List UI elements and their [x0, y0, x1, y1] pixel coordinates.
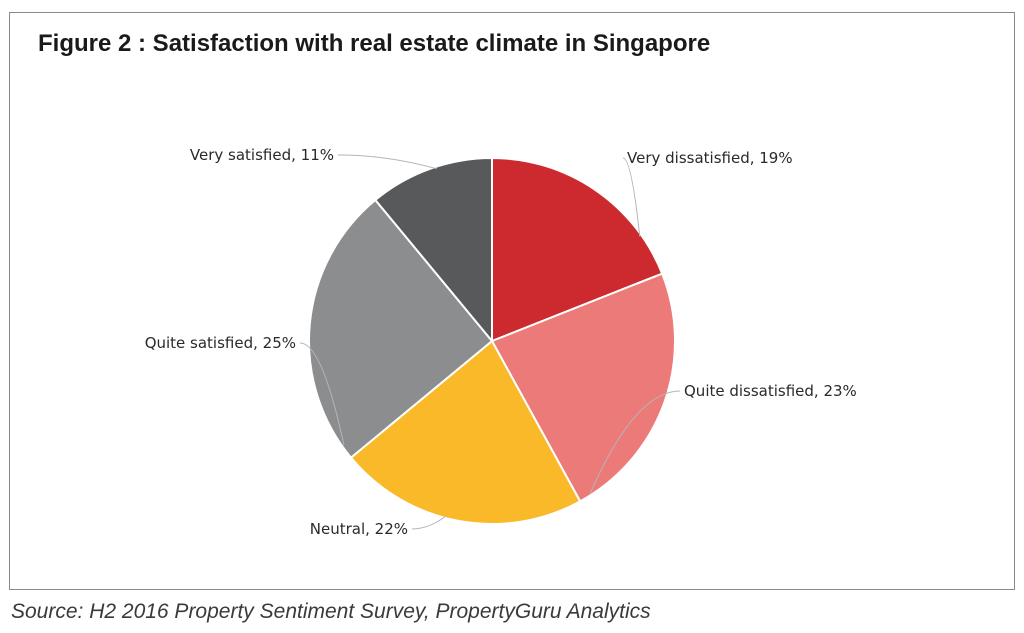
- leader-line-neutral: [411, 515, 447, 530]
- pie-chart: Very dissatisfied, 19% Quite dissatisfied…: [145, 146, 857, 538]
- slice-label-very-satisfied: Very satisfied, 11%: [190, 146, 334, 164]
- pie-slice-very-satisfied: [373, 156, 493, 344]
- pie-slice-quite-satisfied: [308, 198, 494, 460]
- leader-line-quite-dissatisfied: [589, 390, 681, 494]
- slice-labels: Very dissatisfied, 19% Quite dissatisfied…: [145, 146, 857, 538]
- slice-label-quite-dissatisfied: Quite dissatisfied, 23%: [684, 382, 857, 400]
- leader-lines: [299, 154, 681, 530]
- chart-title: Figure 2 : Satisfaction with real estate…: [38, 30, 711, 57]
- slice-label-very-dissatisfied: Very dissatisfied, 19%: [627, 149, 793, 167]
- leader-line-very-satisfied: [337, 154, 437, 170]
- slice-label-quite-satisfied: Quite satisfied, 25%: [145, 334, 296, 352]
- slice-label-neutral: Neutral, 22%: [310, 520, 408, 538]
- pie-slice-neutral: [349, 339, 582, 525]
- pie-slice-quite-dissatisfied: [490, 272, 676, 503]
- leader-line-quite-satisfied: [299, 342, 345, 446]
- pie-slices: [308, 156, 676, 525]
- source-note: Source: H2 2016 Property Sentiment Surve…: [11, 600, 651, 623]
- pie-slice-very-dissatisfied: [491, 156, 664, 343]
- leader-line-very-dissatisfied: [622, 157, 641, 237]
